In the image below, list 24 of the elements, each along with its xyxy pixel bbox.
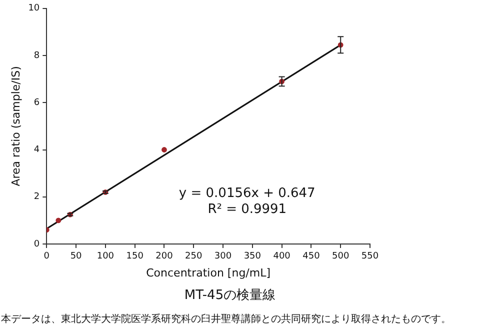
- x-tick-label: 450: [302, 252, 320, 262]
- x-tick-label: 250: [185, 252, 202, 262]
- x-tick-label: 50: [70, 252, 82, 262]
- y-axis-title: Area ratio (sample/IS): [9, 66, 22, 186]
- x-tick-label: 0: [44, 252, 50, 262]
- x-axis-title: Concentration [ng/mL]: [146, 266, 271, 280]
- x-tick-label: 300: [214, 252, 232, 262]
- text: MT-45の検量線: [183, 287, 277, 304]
- y-tick-label: 8: [34, 50, 40, 61]
- y-tick-label: 4: [34, 145, 40, 156]
- x-tick-label: 150: [126, 252, 144, 262]
- x-tick-label: 400: [273, 252, 291, 262]
- y-tick-label: 6: [34, 98, 40, 108]
- annotation: y = 0.0156x + 0.647: [178, 186, 316, 201]
- x-tick-label: 350: [244, 252, 262, 262]
- y-tick-label: 2: [34, 192, 40, 202]
- text: 本データは、東北大学大学院医学系研究科の臼井聖尊講師との共同研究により取得されたものです。: [1, 312, 452, 326]
- x-tick-label: 550: [361, 252, 379, 262]
- annotation: R² = 0.9991: [208, 202, 287, 217]
- x-tick-label: 200: [156, 252, 174, 262]
- x-tick-label: 500: [332, 252, 350, 262]
- y-tick-label: 0: [34, 239, 40, 250]
- x-tick-label: 100: [96, 252, 114, 262]
- y-tick-label: 10: [28, 4, 40, 14]
